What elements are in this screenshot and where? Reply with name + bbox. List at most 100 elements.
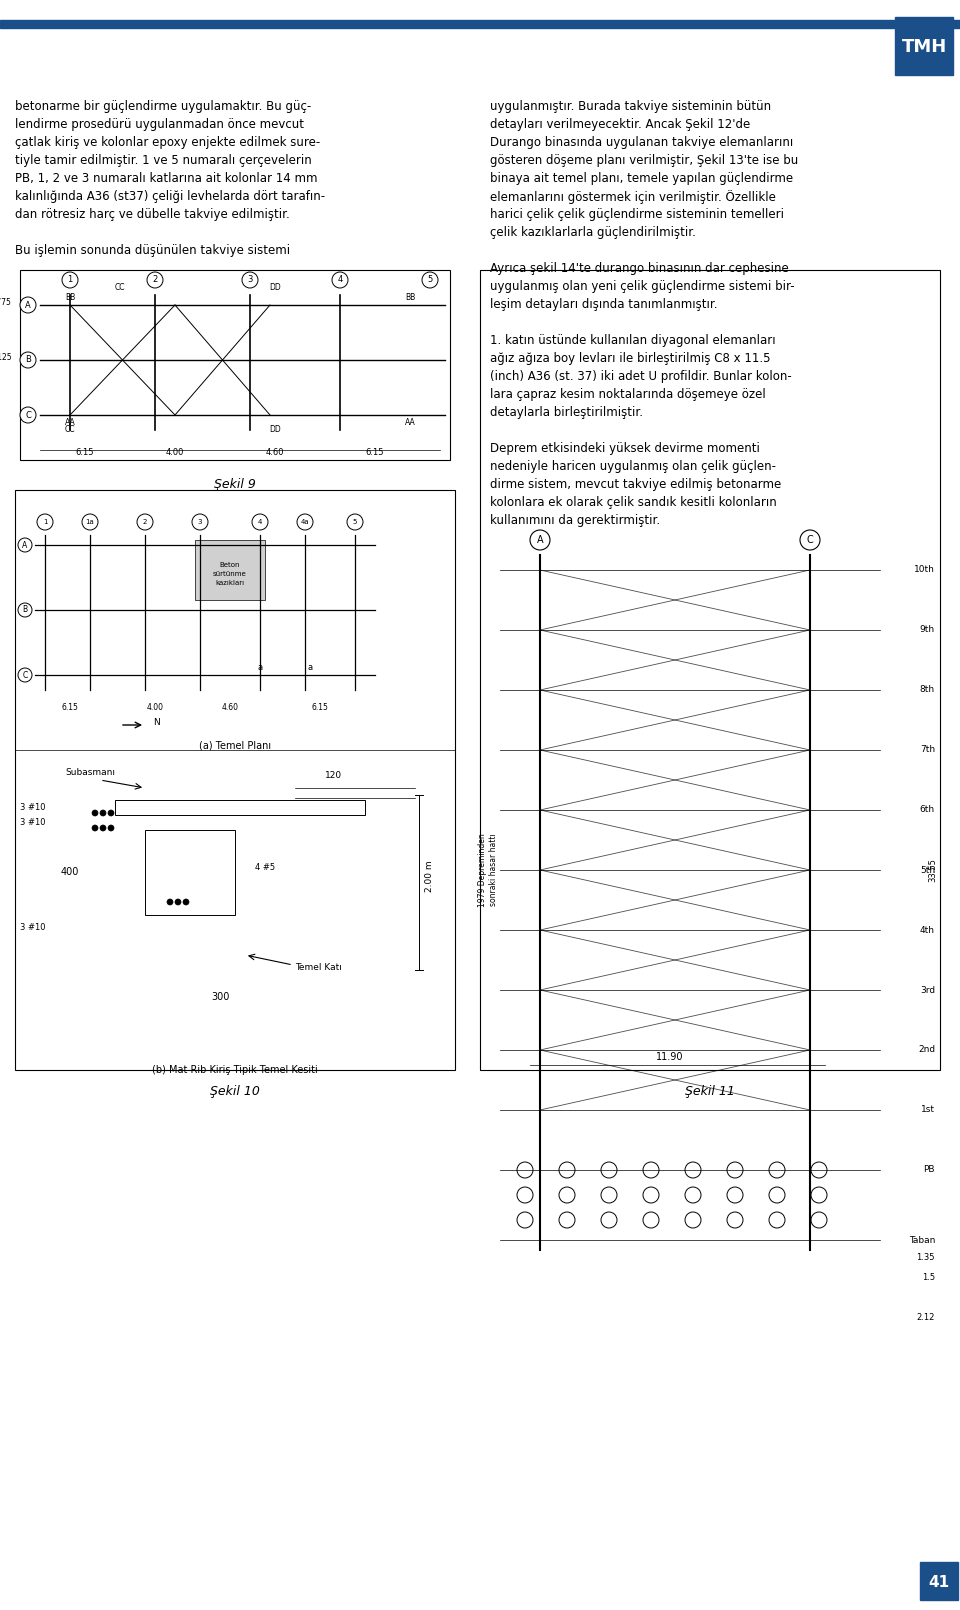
- Text: 1979 Depreminden
sonraki hasar hattı: 1979 Depreminden sonraki hasar hattı: [478, 832, 497, 906]
- Text: 300: 300: [211, 992, 229, 1001]
- Text: A: A: [22, 541, 28, 549]
- Text: TMH - TÜRKİYE MÜHENDİSLİK HABERLERİ SAYI 436 - 2005/2: TMH - TÜRKİYE MÜHENDİSLİK HABERLERİ SAYI…: [252, 1575, 669, 1589]
- Circle shape: [18, 538, 32, 552]
- Text: PB, 1, 2 ve 3 numaralı katlarına ait kolonlar 14 mm: PB, 1, 2 ve 3 numaralı katlarına ait kol…: [15, 172, 318, 185]
- Text: 1.5: 1.5: [922, 1274, 935, 1282]
- Circle shape: [517, 1212, 533, 1228]
- Text: 2: 2: [143, 518, 147, 525]
- Text: C: C: [25, 411, 31, 420]
- Text: 1: 1: [67, 275, 73, 285]
- Circle shape: [769, 1162, 785, 1179]
- Text: 11.90: 11.90: [657, 1051, 684, 1063]
- Text: 6th: 6th: [920, 805, 935, 815]
- Text: 3rd: 3rd: [920, 985, 935, 995]
- Text: 4 #5: 4 #5: [255, 863, 276, 873]
- Text: A: A: [25, 301, 31, 309]
- Text: 4.60: 4.60: [266, 448, 284, 457]
- Circle shape: [559, 1212, 575, 1228]
- Text: dirme sistem, mevcut takviye edilmiş betonarme: dirme sistem, mevcut takviye edilmiş bet…: [490, 478, 781, 491]
- Bar: [195, 539, 265, 601]
- Bar: [20, 270, 450, 460]
- Text: (a) Temel Planı: (a) Temel Planı: [199, 741, 271, 750]
- Circle shape: [517, 1162, 533, 1179]
- Text: Taban: Taban: [908, 1235, 935, 1245]
- Circle shape: [769, 1212, 785, 1228]
- Text: 7.125: 7.125: [0, 353, 12, 362]
- Circle shape: [108, 810, 114, 816]
- Circle shape: [347, 514, 363, 530]
- Text: 2.00 m: 2.00 m: [425, 860, 435, 892]
- Circle shape: [242, 272, 258, 288]
- Circle shape: [92, 824, 98, 831]
- Text: 3: 3: [248, 275, 252, 285]
- Circle shape: [297, 514, 313, 530]
- Text: Şekil 9: Şekil 9: [214, 478, 256, 491]
- Circle shape: [643, 1162, 659, 1179]
- Text: 1. katın üstünde kullanılan diyagonal elemanları: 1. katın üstünde kullanılan diyagonal el…: [490, 333, 776, 348]
- Text: (b) Mat Rib Kiriş Tipik Temel Kesiti: (b) Mat Rib Kiriş Tipik Temel Kesiti: [152, 1064, 318, 1075]
- Text: leşim detayları dışında tanımlanmıştır.: leşim detayları dışında tanımlanmıştır.: [490, 298, 717, 311]
- Circle shape: [137, 514, 153, 530]
- Text: Şekil 10: Şekil 10: [210, 1085, 260, 1098]
- Bar: [115, 800, 365, 815]
- Text: elemanlarını göstermek için verilmiştir. Özellikle: elemanlarını göstermek için verilmiştir.…: [490, 190, 776, 204]
- Circle shape: [800, 530, 820, 551]
- Text: Deprem etkisindeki yüksek devirme momenti: Deprem etkisindeki yüksek devirme moment…: [490, 443, 760, 456]
- Text: dan rötresiz harç ve dübelle takviye edilmiştir.: dan rötresiz harç ve dübelle takviye edi…: [15, 208, 290, 221]
- Text: uygulanmış olan yeni çelik güçlendirme sistemi bir-: uygulanmış olan yeni çelik güçlendirme s…: [490, 280, 795, 293]
- Text: detaylarla birleştirilmiştir.: detaylarla birleştirilmiştir.: [490, 406, 643, 419]
- Text: 4.00: 4.00: [147, 704, 163, 712]
- Circle shape: [18, 604, 32, 617]
- Text: harici çelik çelik güçlendirme sisteminin temelleri: harici çelik çelik güçlendirme sistemini…: [490, 208, 784, 221]
- Text: 4: 4: [337, 275, 343, 285]
- Text: a: a: [257, 663, 263, 671]
- Text: TMH: TMH: [901, 39, 947, 56]
- Text: 8th: 8th: [920, 686, 935, 694]
- Text: 4.775: 4.775: [0, 298, 12, 308]
- Text: 4.00: 4.00: [166, 448, 184, 457]
- Text: 3 #10: 3 #10: [20, 818, 45, 828]
- Circle shape: [175, 898, 181, 905]
- Text: 3 #10: 3 #10: [20, 923, 45, 932]
- Text: 6.15: 6.15: [366, 448, 384, 457]
- Text: 9th: 9th: [920, 626, 935, 634]
- Text: Ayrıca şekil 14'te durango binasının dar cephesine: Ayrıca şekil 14'te durango binasının dar…: [490, 262, 789, 275]
- Text: 4: 4: [258, 518, 262, 525]
- Text: 5: 5: [353, 518, 357, 525]
- Text: 7th: 7th: [920, 745, 935, 755]
- Text: lara çapraz kesim noktalarında döşemeye özel: lara çapraz kesim noktalarında döşemeye …: [490, 388, 766, 401]
- Circle shape: [643, 1212, 659, 1228]
- Text: 120: 120: [325, 771, 342, 779]
- Bar: [895, 18, 953, 76]
- Text: tiyle tamir edilmiştir. 1 ve 5 numaralı çerçevelerin: tiyle tamir edilmiştir. 1 ve 5 numaralı …: [15, 155, 312, 167]
- Text: B: B: [22, 605, 28, 615]
- Text: 5: 5: [427, 275, 433, 285]
- Text: sürtünme: sürtünme: [213, 572, 247, 576]
- Text: Temel Katı: Temel Katı: [295, 963, 342, 972]
- Bar: [920, 1562, 958, 1600]
- Text: AA: AA: [404, 419, 416, 427]
- Circle shape: [332, 272, 348, 288]
- Text: nedeniyle haricen uygulanmış olan çelik güçlen-: nedeniyle haricen uygulanmış olan çelik …: [490, 460, 776, 473]
- Circle shape: [192, 514, 208, 530]
- Text: lendirme prosedürü uygulanmadan önce mevcut: lendirme prosedürü uygulanmadan önce mev…: [15, 118, 304, 130]
- Bar: [480, 270, 940, 1071]
- Circle shape: [167, 898, 173, 905]
- Text: DD: DD: [269, 283, 281, 291]
- Circle shape: [811, 1212, 827, 1228]
- Text: 4th: 4th: [920, 926, 935, 934]
- Circle shape: [100, 824, 106, 831]
- Text: 1.35: 1.35: [917, 1253, 935, 1262]
- Circle shape: [62, 272, 78, 288]
- Text: CC: CC: [115, 283, 125, 291]
- Text: 1a: 1a: [85, 518, 94, 525]
- Text: 5th: 5th: [920, 866, 935, 874]
- Text: PB: PB: [924, 1166, 935, 1175]
- Circle shape: [643, 1187, 659, 1203]
- Text: CC: CC: [64, 425, 75, 435]
- Text: binaya ait temel planı, temele yapılan güçlendirme: binaya ait temel planı, temele yapılan g…: [490, 172, 793, 185]
- Text: çatlak kiriş ve kolonlar epoxy enjekte edilmek sure-: çatlak kiriş ve kolonlar epoxy enjekte e…: [15, 135, 321, 150]
- Text: DD: DD: [269, 425, 281, 435]
- Circle shape: [685, 1212, 701, 1228]
- Text: a: a: [307, 663, 313, 671]
